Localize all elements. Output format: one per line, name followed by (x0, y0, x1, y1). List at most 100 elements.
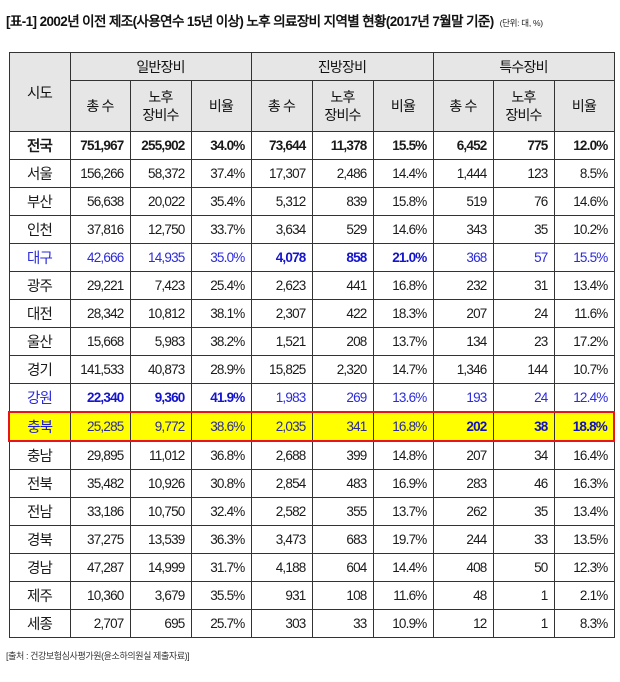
cell: 28.9% (190, 355, 252, 384)
table-title: [표-1] 2002년 이전 제조(사용연수 15년 이상) 노후 의료장비 지… (6, 10, 543, 30)
cell: 42,666 (69, 243, 131, 272)
cell: 30.8% (190, 469, 252, 498)
cell: 303 (250, 609, 313, 638)
cell: 207 (432, 440, 494, 470)
table-row: 전남 33,186 10,750 32.4% 2,582 355 13.7% 2… (8, 497, 615, 526)
cell: 12.3% (553, 553, 615, 582)
cell: 2.1% (553, 581, 615, 610)
cell: 15,825 (250, 355, 313, 384)
cell: 1,346 (432, 355, 494, 384)
cell: 37,816 (69, 215, 131, 244)
cell: 255,902 (129, 131, 192, 160)
cell: 3,473 (250, 525, 313, 554)
cell: 33 (311, 609, 374, 638)
cell: 269 (311, 383, 374, 413)
cell: 16.4% (553, 440, 615, 470)
cell: 262 (432, 497, 494, 526)
cell: 108 (311, 581, 374, 610)
cell: 12,750 (129, 215, 192, 244)
row-label: 경기 (8, 355, 71, 384)
cell: 12.0% (553, 131, 615, 160)
row-label: 광주 (8, 271, 71, 300)
equipment-table: 시도 일반장비 진방장비 특수장비 총 수 노후 장비수 비율 총 수 노후 장비수… (8, 52, 615, 638)
cell: 13.7% (372, 327, 434, 356)
row-label: 세종 (8, 609, 71, 638)
cell: 144 (492, 355, 555, 384)
table-row: 인천 37,816 12,750 33.7% 3,634 529 14.6% 3… (8, 215, 615, 244)
table-row: 제주 10,360 3,679 35.5% 931 108 11.6% 48 1… (8, 581, 615, 610)
cell: 408 (432, 553, 494, 582)
cell: 13.6% (372, 383, 434, 413)
table-row: 세종 2,707 695 25.7% 303 33 10.9% 12 1 8.3… (8, 609, 615, 638)
cell: 34 (492, 440, 555, 470)
cell: 47,287 (69, 553, 131, 582)
cell: 12.4% (553, 383, 615, 413)
cell: 48 (432, 581, 494, 610)
header-ratio: 비율 (553, 80, 615, 132)
header-total: 총 수 (69, 80, 131, 132)
cell: 19.7% (372, 525, 434, 554)
cell: 25,285 (69, 411, 131, 442)
cell: 1 (492, 581, 555, 610)
cell: 839 (311, 187, 374, 216)
row-label: 대전 (8, 299, 71, 328)
cell: 5,983 (129, 327, 192, 356)
table-row-total: 전국 751,967 255,902 34.0% 73,644 11,378 1… (8, 131, 615, 160)
table-row: 전북 35,482 10,926 30.8% 2,854 483 16.9% 2… (8, 469, 615, 498)
cell: 931 (250, 581, 313, 610)
row-label: 충북 (8, 411, 71, 442)
cell: 368 (432, 243, 494, 272)
cell: 25.4% (190, 271, 252, 300)
row-label: 대구 (8, 243, 71, 272)
cell: 4,188 (250, 553, 313, 582)
cell: 16.3% (553, 469, 615, 498)
row-label: 경남 (8, 553, 71, 582)
cell: 399 (311, 440, 374, 470)
header-old: 노후 장비수 (492, 80, 555, 132)
cell: 11.6% (553, 299, 615, 328)
cell: 441 (311, 271, 374, 300)
cell: 28,342 (69, 299, 131, 328)
cell: 14,935 (129, 243, 192, 272)
cell: 343 (432, 215, 494, 244)
cell: 35 (492, 497, 555, 526)
cell: 7,423 (129, 271, 192, 300)
table-row: 서울 156,266 58,372 37.4% 17,307 2,486 14.… (8, 159, 615, 188)
table-row-emphasized: 대구 42,666 14,935 35.0% 4,078 858 21.0% 3… (8, 243, 615, 272)
header-ratio: 비율 (190, 80, 252, 132)
cell: 683 (311, 525, 374, 554)
cell: 10.7% (553, 355, 615, 384)
row-label: 전남 (8, 497, 71, 526)
table-row: 광주 29,221 7,423 25.4% 2,623 441 16.8% 23… (8, 271, 615, 300)
table-row-highlighted: 충북 25,285 9,772 38.6% 2,035 341 16.8% 20… (8, 411, 615, 442)
table-row: 충남 29,895 11,012 36.8% 2,688 399 14.8% 2… (8, 440, 615, 470)
cell: 12 (432, 609, 494, 638)
cell: 2,320 (311, 355, 374, 384)
cell: 4,078 (250, 243, 313, 272)
header-group-diagnostic: 진방장비 (250, 52, 434, 81)
row-label: 전북 (8, 469, 71, 498)
cell: 20,022 (129, 187, 192, 216)
cell: 22,340 (69, 383, 131, 413)
table-row: 대전 28,342 10,812 38.1% 2,307 422 18.3% 2… (8, 299, 615, 328)
cell: 2,688 (250, 440, 313, 470)
table-row: 부산 56,638 20,022 35.4% 5,312 839 15.8% 5… (8, 187, 615, 216)
cell: 10,812 (129, 299, 192, 328)
cell: 13.7% (372, 497, 434, 526)
row-label: 충남 (8, 440, 71, 470)
cell: 141,533 (69, 355, 131, 384)
cell: 2,035 (250, 411, 313, 442)
cell: 2,307 (250, 299, 313, 328)
cell: 38.1% (190, 299, 252, 328)
cell: 38.2% (190, 327, 252, 356)
cell: 15.8% (372, 187, 434, 216)
cell: 3,679 (129, 581, 192, 610)
cell: 751,967 (69, 131, 131, 160)
table-row: 경남 47,287 14,999 31.7% 4,188 604 14.4% 4… (8, 553, 615, 582)
cell: 10,926 (129, 469, 192, 498)
cell: 858 (311, 243, 374, 272)
row-label: 부산 (8, 187, 71, 216)
cell: 9,360 (129, 383, 192, 413)
cell: 15,668 (69, 327, 131, 356)
cell: 24 (492, 299, 555, 328)
